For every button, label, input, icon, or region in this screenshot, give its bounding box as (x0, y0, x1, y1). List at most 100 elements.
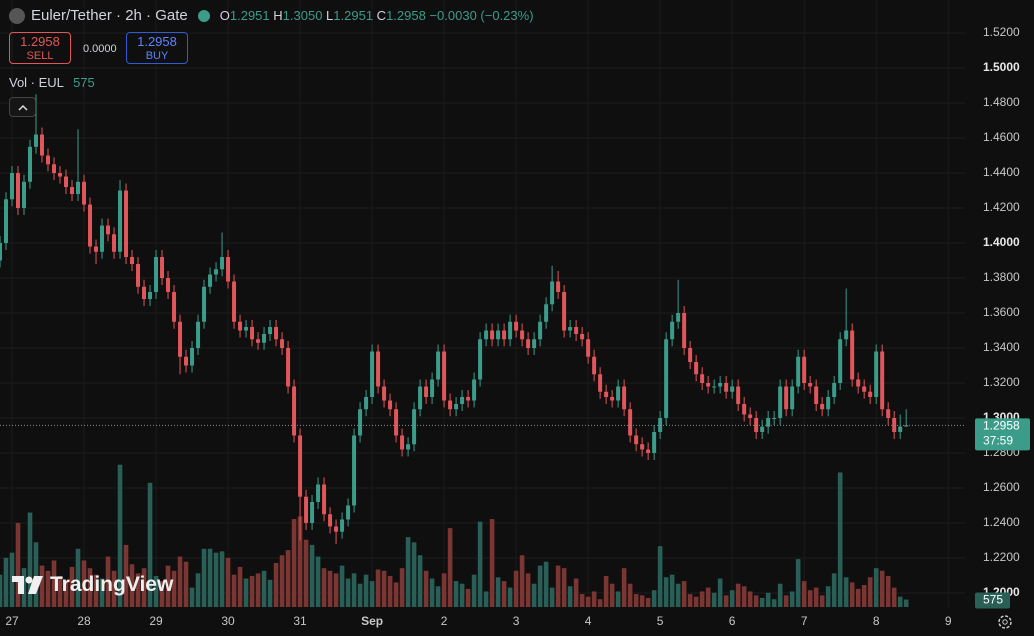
candle-body (250, 327, 255, 340)
o-value: 1.2951 (229, 8, 270, 23)
h-key: H (273, 8, 283, 23)
candle-body (220, 257, 225, 270)
settings-button[interactable] (996, 613, 1014, 631)
volume-bar (435, 586, 441, 607)
candle-body (112, 234, 117, 252)
volume-bar (855, 588, 861, 607)
candle-body (292, 386, 297, 436)
sell-button[interactable]: 1.2958 SELL (9, 32, 71, 64)
volume-bar (147, 482, 153, 607)
candle-body (532, 339, 537, 349)
candle-body (274, 327, 279, 340)
volume-bar (213, 552, 219, 607)
candle-body (562, 292, 567, 331)
candle-body (184, 356, 189, 366)
volume-bar (609, 583, 615, 607)
candle-body (862, 386, 867, 392)
volume-bar (267, 579, 273, 607)
candle-body (124, 190, 129, 258)
candle-body (442, 351, 447, 401)
candle-body (550, 281, 555, 305)
candle-body (748, 414, 753, 418)
x-tick-label: 2 (441, 614, 448, 628)
candle-body (730, 386, 735, 392)
volume-bar (291, 519, 297, 607)
volume-bar (63, 581, 69, 607)
candle-body (724, 382, 729, 392)
y-tick-label: 1.2200 (983, 550, 1020, 564)
candle-body (166, 278, 171, 293)
candle-body (10, 173, 15, 200)
volume-bar (459, 583, 465, 607)
candle-body (418, 386, 423, 410)
volume-bar (543, 561, 549, 607)
volume-bar (171, 570, 177, 607)
candle-body (616, 386, 621, 401)
candle-body (670, 321, 675, 340)
volume-tag (975, 592, 1010, 609)
volume-bar (669, 574, 675, 607)
volume-bar (51, 560, 57, 607)
candle-body (538, 321, 543, 340)
candle-body (454, 403, 459, 410)
sell-label: SELL (26, 50, 54, 62)
volume-bar (21, 568, 27, 607)
y-tick-label: 1.3400 (983, 340, 1020, 354)
volume-bar (99, 578, 105, 607)
volume-bar (369, 581, 375, 607)
volume-bar (429, 578, 435, 607)
candle-body (412, 409, 417, 445)
volume-bar (177, 556, 183, 607)
x-tick-label: 29 (149, 614, 163, 628)
y-tick-label: 1.4000 (983, 235, 1020, 249)
volume-bar (867, 577, 873, 607)
candle-body (46, 155, 51, 165)
candle-body (280, 339, 285, 349)
volume-bar (897, 596, 903, 607)
volume-bar (747, 591, 753, 607)
grid (0, 0, 965, 608)
volume-bar (603, 575, 609, 607)
x-tick-label: 28 (77, 614, 91, 628)
candle-body (286, 348, 291, 387)
volume-bar (105, 556, 111, 607)
volume-bar (321, 568, 327, 607)
buy-button[interactable]: 1.2958 BUY (126, 32, 188, 64)
candle-body (226, 257, 231, 282)
volume-bar (285, 550, 291, 607)
candle-body (268, 327, 273, 335)
volume-bar (453, 581, 459, 607)
candle-body (592, 356, 597, 375)
volume-bar (381, 570, 387, 607)
volume-bar (639, 595, 645, 607)
volume-bar (327, 570, 333, 607)
candle-body (172, 292, 177, 322)
volume-bar (723, 595, 729, 607)
y-tick-label: 1.2600 (983, 480, 1020, 494)
volume-bar (159, 581, 165, 607)
volume-bar (735, 583, 741, 607)
volume-bar (831, 573, 837, 607)
candle-body (796, 356, 801, 387)
symbol-icon (9, 7, 25, 24)
candle-body (646, 449, 651, 453)
volume-bar (591, 591, 597, 607)
candle-body (148, 292, 153, 300)
legend-row: Euler/Tether · 2h · Gate O1.2951 H1.3050… (9, 7, 534, 24)
candle-body (388, 400, 393, 410)
volume-bar (201, 548, 207, 607)
symbol[interactable]: Euler/Tether · 2h · Gate (31, 7, 188, 24)
volume-bar (717, 578, 723, 607)
volume-bar (825, 586, 831, 607)
candle-body (466, 396, 471, 401)
volume-bar (789, 591, 795, 607)
x-tick-label: 9 (945, 614, 952, 628)
volume-bar (393, 582, 399, 607)
l-key: L (326, 8, 334, 23)
collapse-button[interactable] (9, 97, 36, 117)
volume-bar (141, 568, 147, 607)
candle-body (100, 225, 105, 252)
volume-bar (621, 568, 627, 607)
gear (998, 615, 1012, 629)
candle-body (826, 396, 831, 410)
